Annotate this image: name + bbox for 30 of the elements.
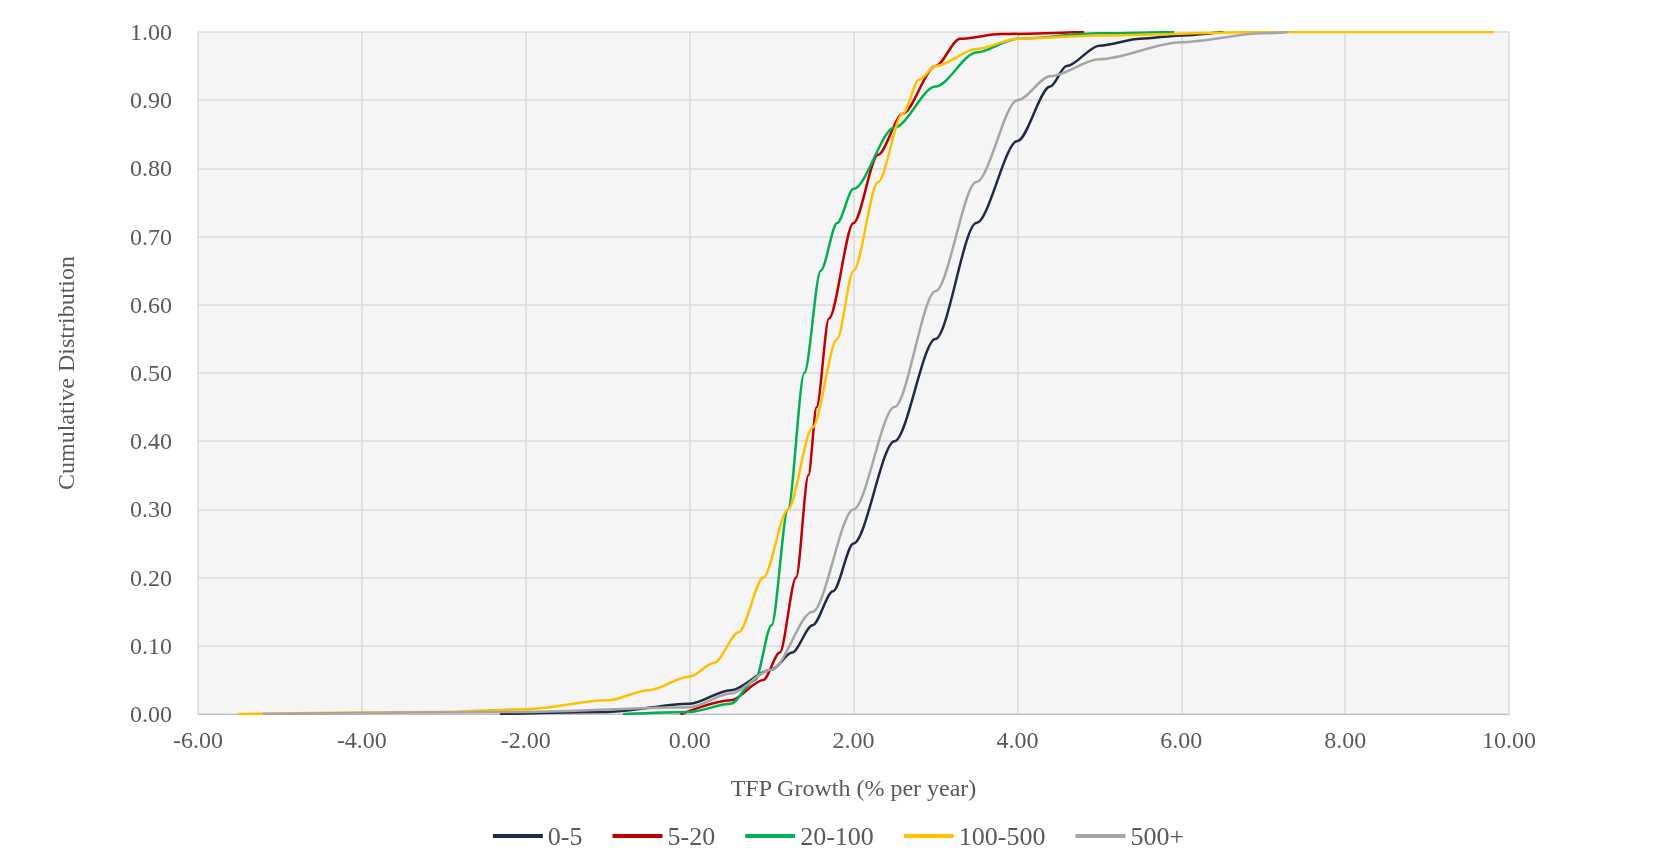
x-tick-label: 2.00 — [832, 727, 875, 753]
y-tick-label: 0.60 — [130, 291, 172, 318]
y-tick-label: 0.40 — [130, 428, 172, 455]
y-tick-label: 0.30 — [130, 496, 172, 523]
x-tick-label: 6.00 — [1160, 727, 1203, 753]
y-tick-label: 1.00 — [130, 19, 172, 45]
y-axis-title: Cumulative Distribution — [53, 256, 79, 490]
y-tick-label: 0.10 — [130, 632, 172, 659]
y-tick-label: 0.80 — [130, 155, 172, 182]
line-series — [680, 30, 1085, 716]
x-tick-label: 8.00 — [1324, 727, 1367, 753]
line-series — [622, 30, 1175, 716]
legend-label: 0-5 — [547, 821, 583, 851]
legend-label: 20-100 — [800, 821, 874, 851]
legend-label: 5-20 — [667, 821, 716, 851]
y-tick-label: 0.20 — [130, 564, 172, 591]
line-series — [262, 30, 1290, 716]
y-tick-label: 0.00 — [130, 701, 172, 727]
x-tick-label: -4.00 — [336, 727, 387, 753]
x-tick-label: -2.00 — [500, 727, 551, 753]
x-tick-label: 4.00 — [996, 727, 1039, 753]
legend-label: 500+ — [1130, 821, 1185, 851]
y-tick-label: 0.90 — [130, 87, 172, 114]
y-tick-label: 0.50 — [130, 360, 172, 386]
y-tick-label: 0.70 — [130, 223, 172, 250]
x-axis-title: TFP Growth (% per year) — [730, 775, 977, 801]
x-tick-label: 10.00 — [1482, 727, 1536, 753]
legend-label: 100-500 — [958, 821, 1046, 851]
x-tick-label: -6.00 — [173, 727, 223, 753]
x-tick-label: 0.00 — [668, 727, 711, 753]
